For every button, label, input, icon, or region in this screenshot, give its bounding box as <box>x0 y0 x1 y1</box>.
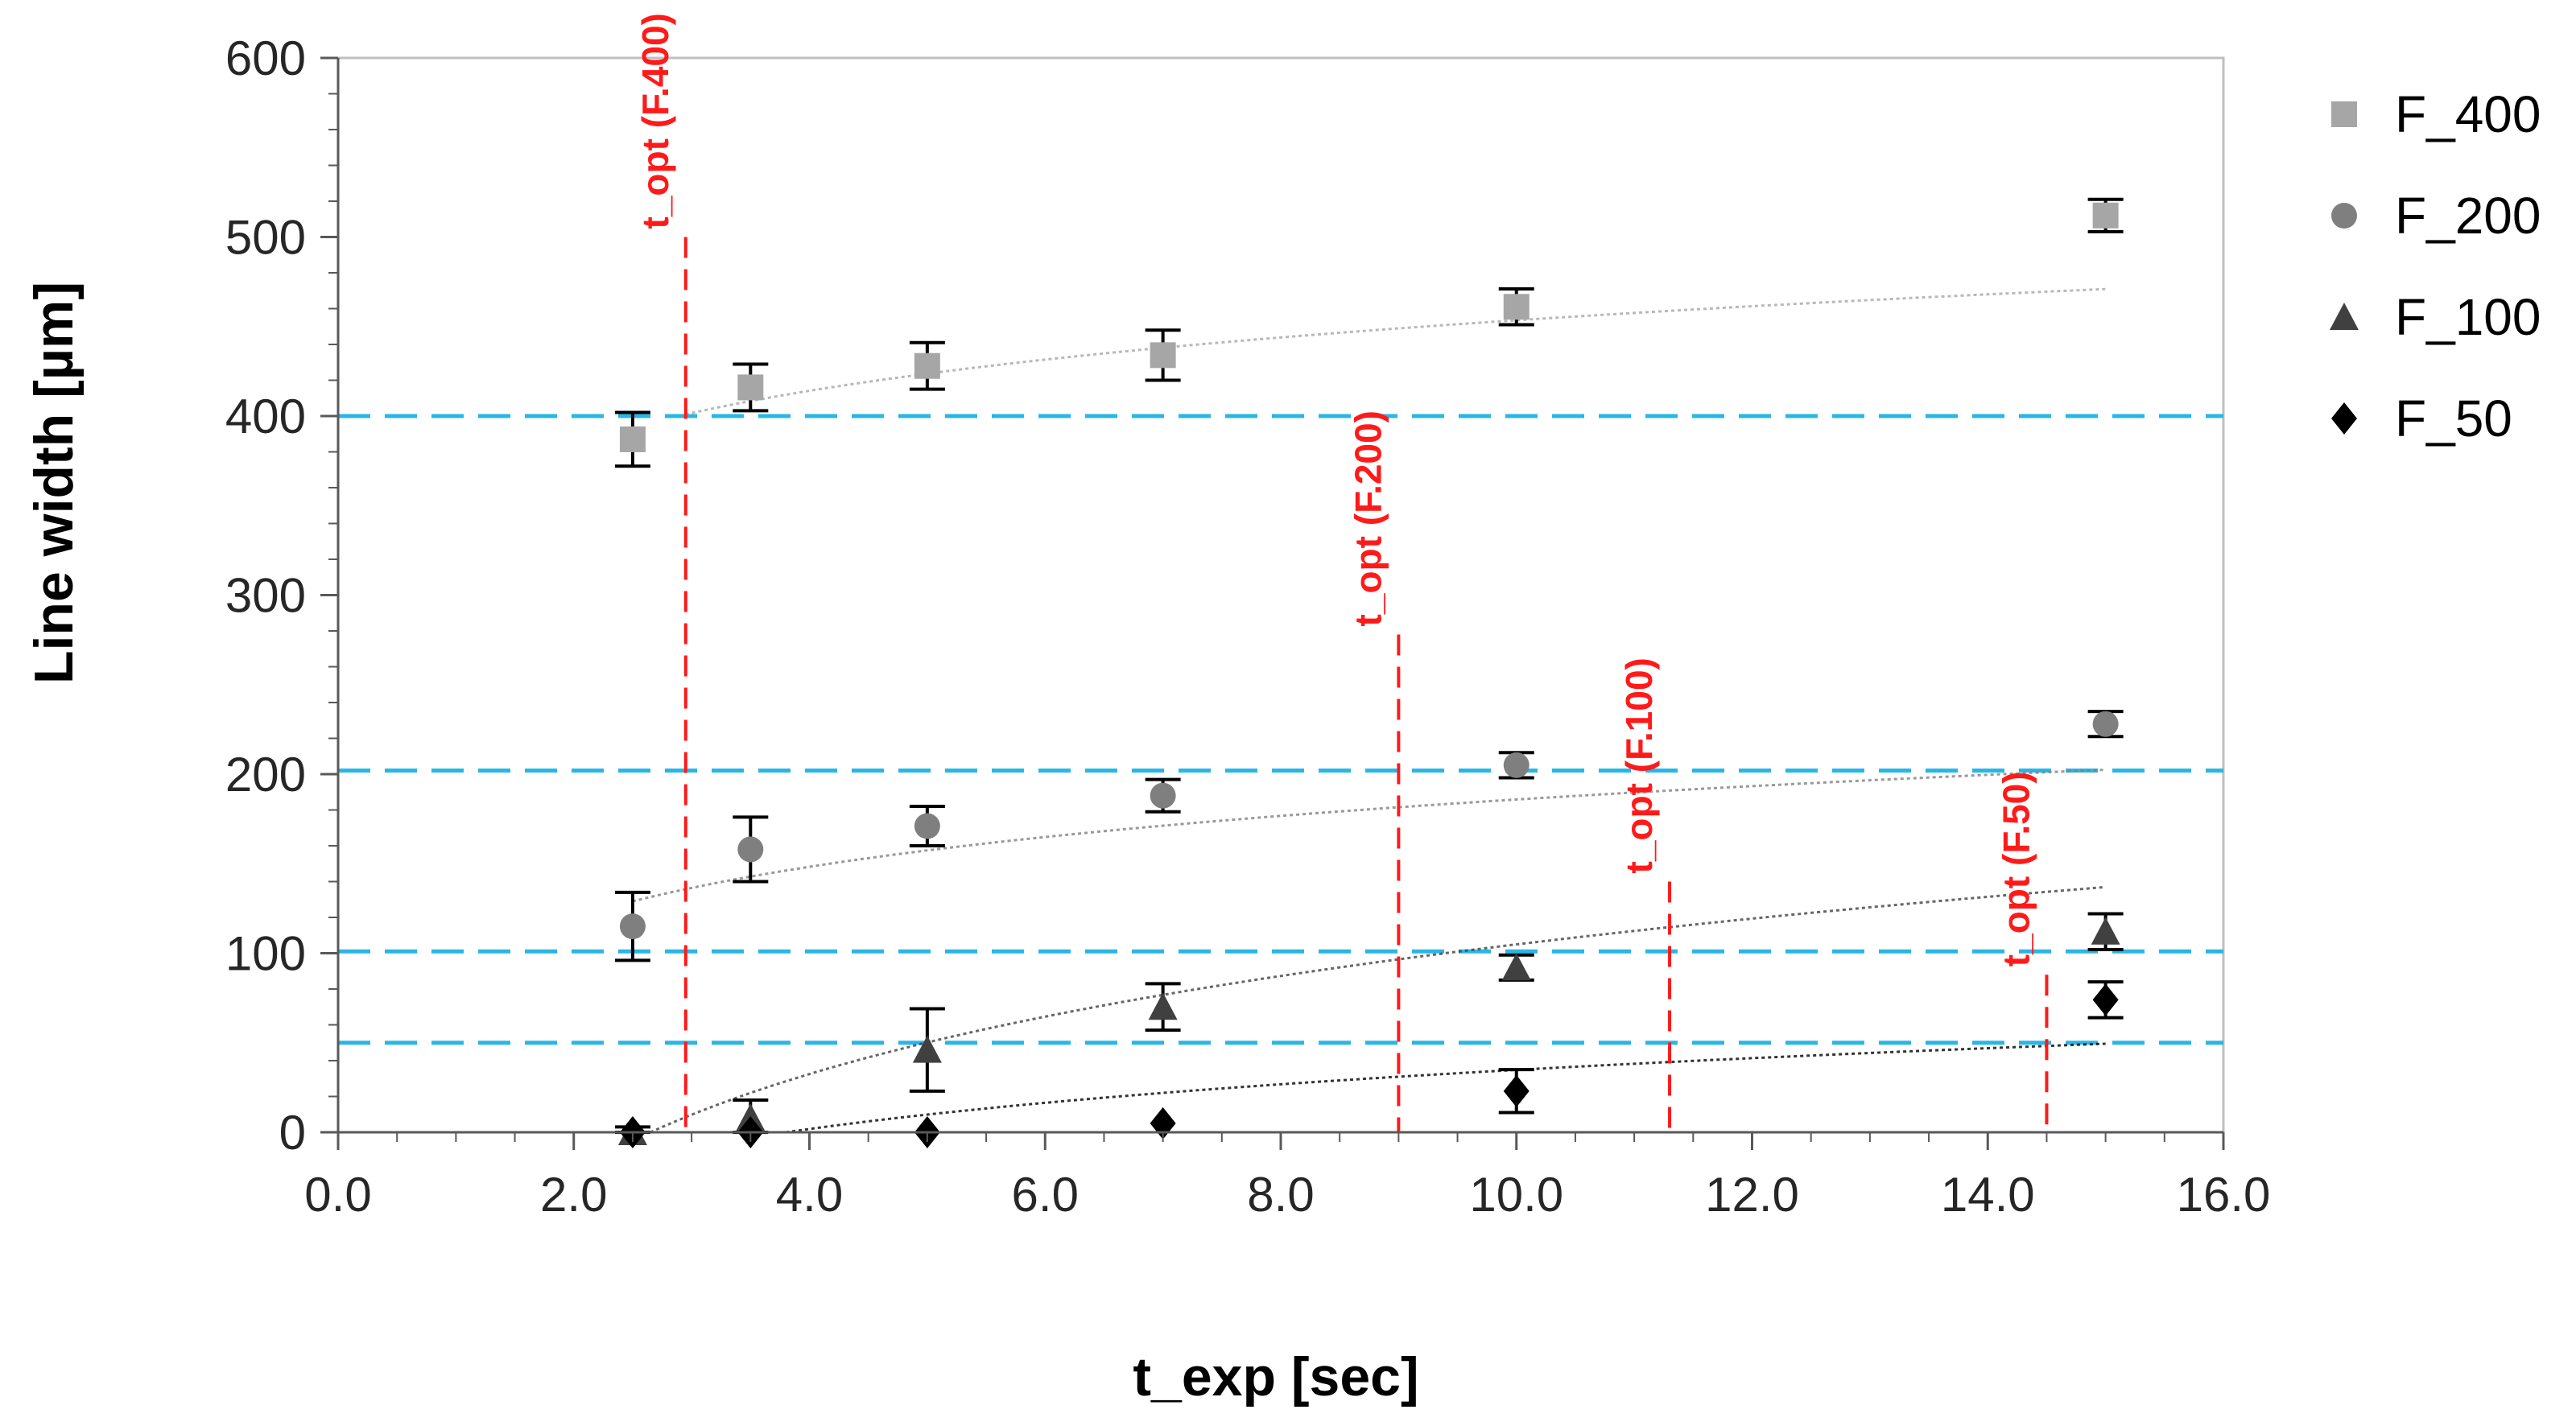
point-f-100 <box>2091 917 2120 945</box>
point-f-200 <box>1503 752 1530 778</box>
t-opt-label: t_opt (F.100) <box>1618 657 1660 873</box>
legend: F_400 F_200 F_100 F_50 <box>2330 85 2541 447</box>
trendline-f-200 <box>632 769 2106 903</box>
point-f-400 <box>2092 202 2119 229</box>
point-f-400 <box>737 374 764 401</box>
data-points <box>617 202 2120 1148</box>
plot-area-border <box>336 56 2225 1134</box>
y-tick-label: 400 <box>225 389 306 443</box>
t-opt-label: t_opt (F.400) <box>634 13 676 229</box>
point-f-100 <box>912 1035 942 1063</box>
x-axis-title: t_exp [sec] <box>1133 1346 1418 1407</box>
x-tick-label: 4.0 <box>776 1168 843 1222</box>
point-f-200 <box>737 836 764 863</box>
plot-frame <box>336 56 2225 1134</box>
point-f-400 <box>619 426 646 452</box>
y-tick-label: 300 <box>225 569 306 623</box>
point-f-50 <box>1503 1074 1530 1107</box>
point-f-100 <box>1148 992 1178 1020</box>
y-tick-label: 100 <box>225 927 306 981</box>
trendline-f-100 <box>650 885 2106 1134</box>
point-f-400 <box>1503 294 1530 320</box>
legend-label-f-100: F_100 <box>2395 288 2541 346</box>
x-tick-label: 6.0 <box>1012 1168 1079 1222</box>
y-tick-label: 200 <box>225 748 306 802</box>
error-bars <box>614 197 2124 1134</box>
t-opt-label: t_opt (F.50) <box>1995 771 2037 966</box>
reference-lines <box>338 414 2223 1045</box>
point-f-400 <box>1150 342 1176 369</box>
legend-label-f-200: F_200 <box>2395 187 2541 245</box>
trendline-f-50 <box>785 1042 2106 1134</box>
point-f-50 <box>2092 983 2119 1016</box>
x-tick-label: 0.0 <box>304 1168 371 1222</box>
y-tick-label: 0 <box>279 1106 306 1160</box>
point-f-100 <box>1501 953 1531 981</box>
legend-marker-f-100 <box>2330 303 2359 330</box>
point-f-200 <box>1150 782 1176 809</box>
y-tick-label: 600 <box>225 31 306 85</box>
legend-label-f-400: F_400 <box>2395 85 2541 143</box>
legend-label-f-50: F_50 <box>2395 389 2512 447</box>
point-f-200 <box>914 813 940 839</box>
axes: 0 100 200 300 400 500 600 0.0 2.0 4.0 6.0 8.0 10.0 12… <box>225 31 2271 1222</box>
point-f-400 <box>914 352 940 379</box>
point-f-200 <box>2092 711 2119 737</box>
t-opt-annotations: t_opt (F.400) t_opt (F.200) t_opt (F.100) t… <box>634 13 2049 1132</box>
x-tick-label: 10.0 <box>1469 1168 1563 1222</box>
x-tick-label: 12.0 <box>1705 1168 1799 1222</box>
legend-marker-f-400 <box>2331 101 2357 127</box>
x-tick-label: 16.0 <box>2177 1168 2271 1222</box>
y-tick-label: 500 <box>225 211 306 265</box>
y-axis-title: Line width [µm] <box>23 282 85 684</box>
trendline-f-400 <box>685 287 2106 416</box>
point-f-200 <box>619 913 646 940</box>
legend-marker-f-50 <box>2331 402 2357 435</box>
x-tick-label: 2.0 <box>540 1168 607 1222</box>
t-opt-label: t_opt (F.200) <box>1347 410 1389 626</box>
legend-marker-f-200 <box>2331 203 2357 229</box>
x-tick-label: 8.0 <box>1247 1168 1314 1222</box>
x-tick-label: 14.0 <box>1941 1168 2035 1222</box>
